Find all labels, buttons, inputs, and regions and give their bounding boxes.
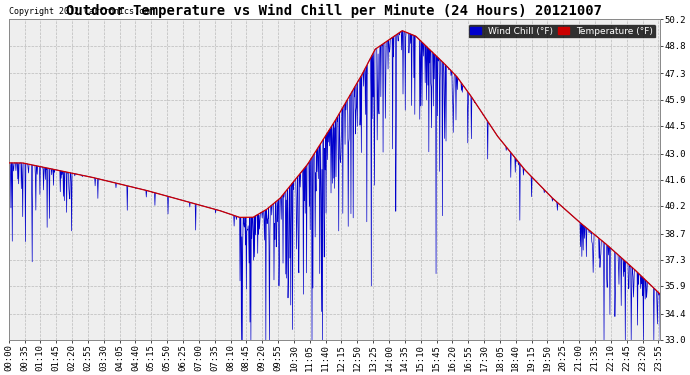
Legend: Wind Chill (°F), Temperature (°F): Wind Chill (°F), Temperature (°F)	[468, 24, 656, 38]
Title: Outdoor Temperature vs Wind Chill per Minute (24 Hours) 20121007: Outdoor Temperature vs Wind Chill per Mi…	[66, 4, 602, 18]
Text: Copyright 2012 Cartronics.com: Copyright 2012 Cartronics.com	[9, 7, 154, 16]
